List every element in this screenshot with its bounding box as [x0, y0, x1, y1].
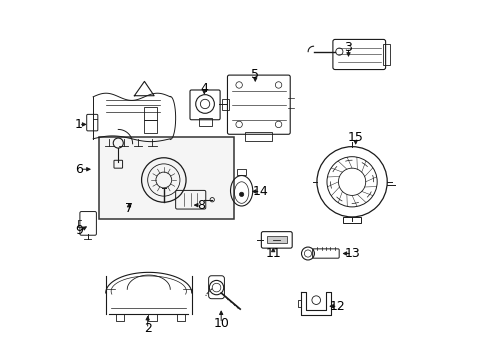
Bar [144, 107, 157, 120]
Text: 13: 13 [344, 247, 359, 260]
Text: 3: 3 [344, 41, 352, 54]
Bar [144, 120, 157, 133]
Text: 14: 14 [252, 185, 268, 198]
Bar [383, 44, 389, 64]
Text: 7: 7 [125, 202, 133, 215]
Text: 10: 10 [213, 317, 229, 330]
Text: 9: 9 [76, 224, 83, 238]
Text: 5: 5 [251, 68, 259, 81]
Text: 12: 12 [329, 300, 345, 313]
Bar [244, 132, 272, 141]
Text: 2: 2 [143, 322, 151, 335]
Bar [237, 169, 245, 175]
Text: 11: 11 [265, 247, 281, 260]
Bar [343, 217, 360, 224]
Circle shape [239, 192, 244, 197]
Bar [99, 137, 233, 220]
Bar [222, 99, 229, 110]
Text: 1: 1 [75, 118, 82, 131]
Text: 8: 8 [196, 199, 204, 212]
Text: 6: 6 [76, 163, 83, 176]
Bar [198, 118, 211, 126]
Bar [266, 236, 286, 243]
Text: 15: 15 [347, 131, 363, 144]
Text: 4: 4 [200, 82, 208, 95]
